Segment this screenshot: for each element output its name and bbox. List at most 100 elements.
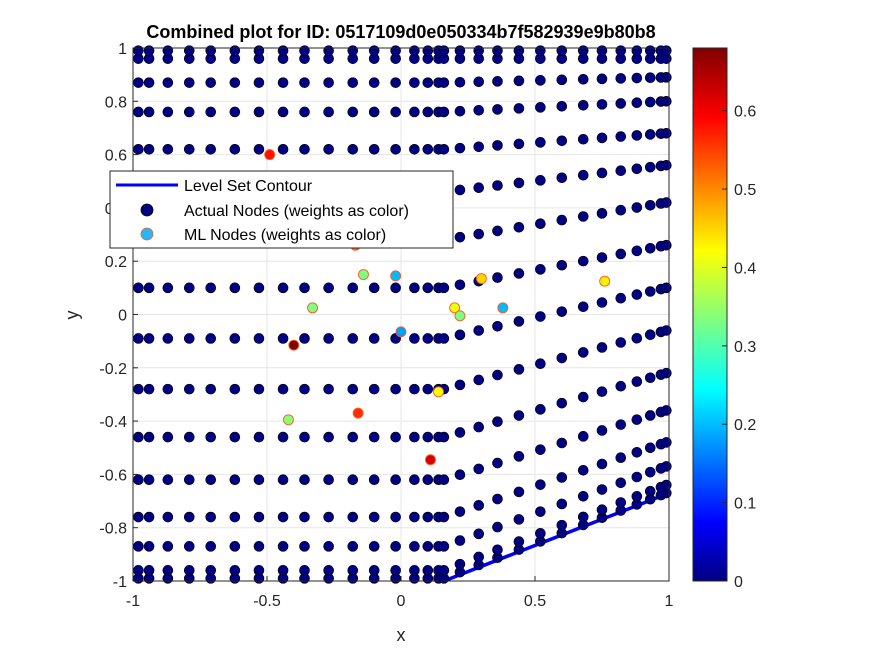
- actual-node-point: [277, 565, 289, 576]
- actual-node-point: [631, 491, 643, 502]
- actual-node-point: [556, 172, 568, 184]
- actual-node-point: [205, 511, 217, 523]
- actual-node-point: [162, 45, 174, 56]
- actual-node-point: [409, 474, 420, 486]
- actual-node-point: [183, 333, 195, 344]
- actual-node-point: [513, 75, 525, 87]
- actual-node-point: [162, 143, 174, 155]
- actual-node-point: [299, 282, 310, 294]
- actual-node-point: [253, 77, 265, 88]
- actual-node-point: [229, 106, 241, 118]
- actual-node-point: [513, 177, 525, 189]
- actual-node-point: [492, 493, 503, 505]
- ml-node-point: [475, 273, 487, 284]
- actual-node-point: [347, 511, 359, 523]
- actual-node-point: [205, 474, 217, 486]
- actual-node-point: [133, 143, 144, 155]
- ml-node-point: [358, 269, 369, 280]
- actual-node-point: [133, 282, 144, 294]
- colorbar-gradient: [692, 47, 728, 582]
- ml-node-point: [352, 407, 364, 419]
- actual-node-point: [596, 504, 608, 516]
- actual-node-point: [535, 479, 546, 490]
- actual-node-point: [473, 182, 485, 194]
- actual-node-point: [229, 383, 241, 395]
- actual-node-point: [390, 511, 401, 523]
- actual-node-point: [535, 264, 546, 275]
- actual-node-point: [577, 169, 589, 181]
- actual-node-point: [183, 383, 195, 395]
- actual-node-point: [133, 77, 144, 88]
- actual-node-point: [299, 333, 310, 344]
- actual-node-point: [205, 77, 217, 88]
- actual-node-point: [438, 333, 450, 344]
- actual-node-point: [323, 383, 334, 395]
- actual-node-point: [162, 541, 174, 552]
- actual-node-point: [556, 259, 568, 271]
- ml-node-point: [282, 414, 294, 426]
- x-tick-label: 0: [397, 593, 406, 610]
- actual-node-point: [438, 77, 450, 88]
- actual-node-point: [183, 565, 195, 576]
- actual-node-point: [133, 383, 144, 395]
- actual-node-point: [513, 451, 525, 462]
- actual-node-point: [644, 329, 656, 341]
- actual-node-point: [661, 159, 672, 171]
- actual-node-point: [253, 565, 265, 576]
- y-tick-label: -1: [113, 574, 127, 591]
- actual-node-point: [347, 45, 359, 56]
- actual-node-point: [492, 320, 503, 332]
- actual-node-point: [535, 404, 546, 415]
- actual-node-point: [492, 104, 503, 115]
- actual-node-point: [513, 316, 525, 327]
- actual-node-point: [644, 45, 656, 56]
- actual-node-point: [661, 479, 672, 491]
- actual-node-point: [513, 364, 525, 375]
- legend-ml-marker: [140, 227, 154, 241]
- actual-node-point: [513, 138, 525, 150]
- actual-node-point: [422, 77, 434, 88]
- actual-node-point: [368, 383, 380, 395]
- actual-node-point: [323, 541, 334, 552]
- ml-node-point: [449, 302, 461, 314]
- actual-node-point: [133, 45, 144, 56]
- actual-node-point: [644, 242, 656, 254]
- y-tick-label: 1: [118, 41, 127, 58]
- actual-node-point: [133, 541, 144, 552]
- actual-node-point: [390, 106, 401, 118]
- actual-node-point: [631, 72, 643, 84]
- actual-node-point: [205, 143, 217, 155]
- actual-node-point: [596, 167, 608, 179]
- y-tick-label: 0.2: [105, 254, 127, 271]
- actual-node-point: [438, 431, 450, 443]
- actual-node-point: [644, 161, 656, 173]
- actual-node-point: [143, 511, 155, 523]
- actual-node-point: [535, 137, 546, 148]
- actual-node-point: [438, 282, 450, 294]
- actual-node-point: [205, 565, 217, 576]
- legend-label-actual: Actual Nodes (weights as color): [184, 203, 409, 220]
- actual-node-point: [299, 474, 310, 486]
- actual-node-point: [205, 282, 217, 294]
- actual-node-point: [454, 427, 466, 438]
- actual-node-point: [183, 511, 195, 523]
- ml-node-point: [288, 339, 300, 351]
- actual-node-point: [644, 199, 656, 211]
- actual-node-point: [143, 282, 155, 294]
- actual-node-point: [644, 485, 656, 497]
- actual-node-point: [422, 431, 434, 443]
- actual-node-point: [390, 45, 401, 56]
- actual-node-point: [577, 99, 589, 111]
- actual-node-point: [368, 431, 380, 443]
- actual-node-point: [277, 541, 289, 552]
- actual-node-point: [556, 352, 568, 364]
- actual-node-point: [133, 565, 144, 576]
- ml-node-point: [425, 454, 436, 466]
- actual-node-point: [661, 45, 672, 56]
- y-tick-label: -0.4: [99, 414, 127, 431]
- actual-node-point: [577, 464, 589, 476]
- actual-node-point: [473, 45, 485, 56]
- actual-node-point: [454, 105, 466, 117]
- colorbar-tick-label: 0.3: [734, 339, 756, 356]
- actual-node-point: [644, 372, 656, 384]
